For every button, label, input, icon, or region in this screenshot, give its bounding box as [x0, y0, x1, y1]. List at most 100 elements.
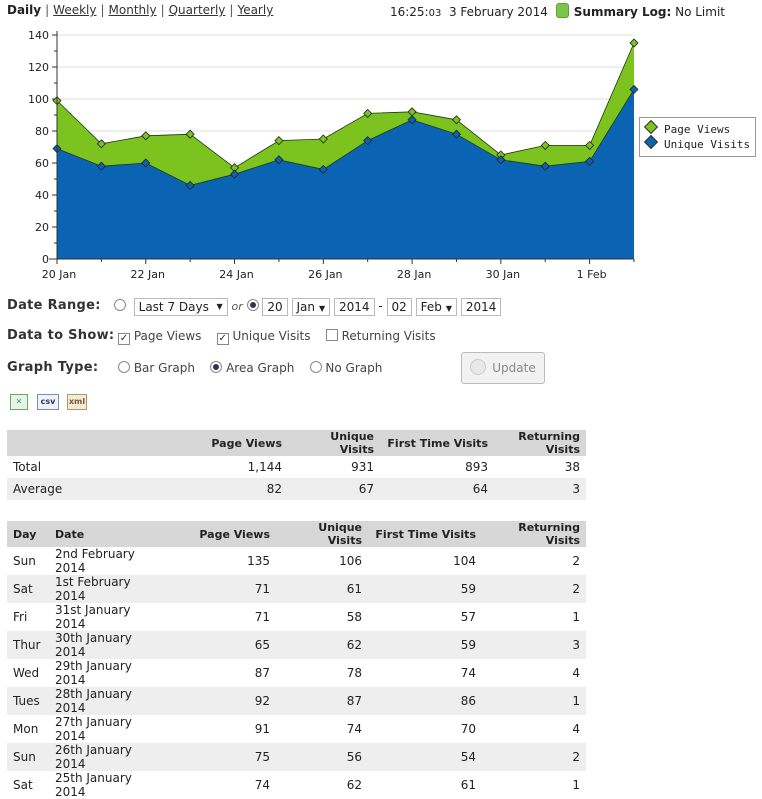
clock-time: 16:25:: [389, 5, 429, 19]
table-cell: 59: [368, 631, 482, 659]
custom-range-radio[interactable]: [246, 299, 259, 311]
col-unique-visits-header: Unique Visits: [276, 521, 368, 547]
table-cell: Sat: [13, 778, 33, 792]
table-cell: 30th January 2014: [49, 631, 169, 659]
table-cell: Fri: [13, 610, 28, 624]
table-cell: 2: [482, 575, 586, 603]
data-point: [229, 169, 240, 179]
xml-export-icon[interactable]: xml: [67, 394, 87, 410]
table-cell: 31st January 2014: [55, 603, 131, 631]
area-graph-label: Area Graph: [226, 361, 295, 375]
period-quarterly-link[interactable]: Quarterly: [168, 3, 226, 17]
preset-range-radio[interactable]: [114, 299, 126, 311]
visits-area-chart: 0 20 40 60 80 100 120 140 20 Jan 22 Jan 24 Jan 26 J…: [28, 29, 639, 281]
returning-visits-checkbox[interactable]: [325, 329, 338, 341]
clock-seconds: 03: [428, 8, 442, 19]
summary-row: Total 1,144 931 893 38: [7, 456, 586, 478]
data-to-show-label: Data to Show:: [7, 328, 115, 343]
to-year-select[interactable]: 2014: [460, 297, 502, 316]
col-unique-visits-header: Unique Visits: [288, 430, 380, 456]
unique-visits-checkbox[interactable]: ✓: [216, 333, 229, 345]
area-graph-radio[interactable]: [210, 361, 223, 373]
table-cell: 26th January 2014: [49, 743, 169, 771]
table-cell: 56: [276, 743, 368, 771]
data-point: [496, 155, 506, 165]
col-first-time-header: First Time Visits: [380, 430, 494, 456]
status-area: 16:25:03 3 February 2014 Summary Log: No…: [390, 3, 725, 19]
table-cell: 1st February 2014: [49, 575, 169, 603]
graph-type-row: Graph Type: Bar Graph Area Graph No Grap…: [7, 357, 457, 379]
data-point: [363, 136, 373, 146]
x-tick-label: 30 Jan: [486, 268, 520, 281]
to-month-select[interactable]: Feb ▼: [415, 297, 458, 316]
no-graph-label: No Graph: [325, 361, 383, 375]
data-point: [451, 129, 462, 139]
data-point: [185, 129, 195, 139]
data-point: [407, 115, 417, 125]
or-text: or: [231, 300, 243, 313]
legend-item-unique-visits: Unique Visits: [643, 134, 750, 151]
date-range-row: Date Range: Last 7 Days ▼ or 20 Jan ▼ 2014…: [7, 295, 607, 317]
table-cell: 64: [380, 478, 494, 500]
table-cell: 91: [254, 722, 270, 736]
summary-log-value: No Limit: [675, 5, 725, 19]
table-cell: 4: [572, 722, 580, 736]
data-point: [585, 140, 595, 150]
table-cell: 1: [482, 687, 586, 715]
table-cell: 1,144: [247, 460, 282, 474]
data-point: [585, 156, 595, 166]
data-point: [185, 180, 195, 190]
table-cell: 893: [465, 460, 488, 474]
table-cell: Sat: [7, 575, 49, 603]
x-tick-label: 24 Jan: [219, 268, 253, 281]
period-monthly-link[interactable]: Monthly: [108, 3, 157, 17]
csv-export-icon[interactable]: csv: [37, 394, 59, 410]
from-day-select[interactable]: 20: [262, 297, 288, 316]
table-cell: 61: [276, 575, 368, 603]
series-line-1: [56, 89, 635, 186]
period-daily-link[interactable]: Daily: [7, 3, 42, 17]
y-tick-label: 100: [28, 93, 49, 106]
table-cell: 78: [346, 666, 362, 680]
table-cell: 74: [346, 722, 362, 736]
col-date-header: Date: [49, 521, 169, 547]
database-icon: [555, 3, 569, 18]
bar-graph-radio[interactable]: [118, 361, 130, 373]
col-returning-header: Returning Visits: [482, 521, 586, 547]
table-cell: 87: [276, 687, 368, 715]
update-button[interactable]: Update: [461, 352, 545, 384]
table-cell: 65: [169, 631, 276, 659]
summary-header-row: Page Views Unique Visits First Time Visi…: [7, 430, 586, 456]
no-graph-radio[interactable]: [309, 361, 322, 373]
y-tick-label: 40: [35, 189, 49, 202]
page-views-checkbox[interactable]: ✓: [118, 333, 130, 345]
data-point: [141, 158, 151, 168]
to-day-select[interactable]: 02: [386, 297, 412, 316]
data-point: [629, 84, 639, 94]
data-point: [96, 161, 106, 171]
data-point: [274, 136, 284, 146]
summary-row: Average 82 67 64 3: [7, 478, 586, 500]
from-month-select[interactable]: Jan ▼: [291, 297, 331, 316]
table-cell: 57: [460, 610, 476, 624]
top-bar: Daily | Weekly | Monthly | Quarterly | Yearly 16…: [7, 3, 725, 19]
data-point: [540, 140, 550, 150]
period-weekly-link[interactable]: Weekly: [53, 3, 97, 17]
from-year-select[interactable]: 2014: [333, 297, 375, 316]
table-cell: 87: [254, 666, 270, 680]
table-cell: 71: [254, 610, 270, 624]
series-line-0: [56, 42, 635, 169]
x-tick-label: 1 Feb: [577, 268, 607, 281]
preset-range-select[interactable]: Last 7 Days ▼: [133, 297, 228, 316]
data-point: [363, 108, 373, 118]
y-tick-label: 140: [28, 29, 49, 42]
col-page-views-header: Page Views: [169, 521, 276, 547]
chart-legend: Page Views Unique Visits: [639, 117, 756, 157]
unique-visits-checkbox-label: Unique Visits: [232, 329, 311, 343]
range-dash: -: [378, 299, 383, 313]
table-cell: 1: [572, 610, 580, 624]
period-yearly-link[interactable]: Yearly: [237, 3, 274, 17]
table-cell: 70: [460, 722, 476, 736]
excel-export-icon[interactable]: ✕: [10, 394, 28, 410]
table-cell: Thur: [7, 631, 49, 659]
